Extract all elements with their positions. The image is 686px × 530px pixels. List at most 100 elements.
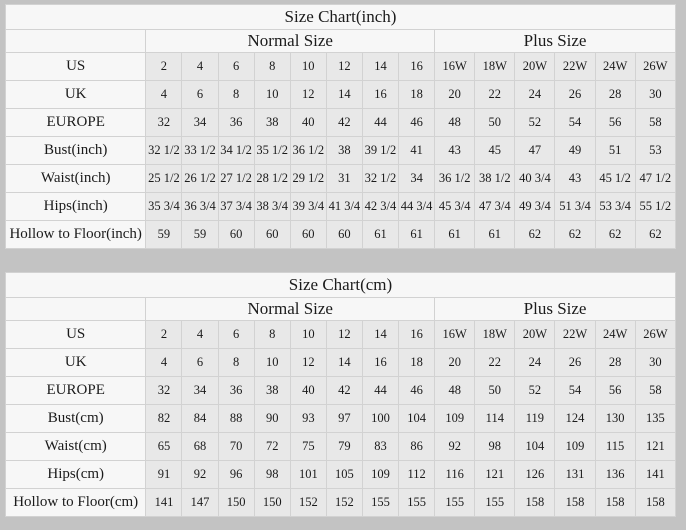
row-label: US <box>4 52 147 81</box>
size-value-cell: 58 <box>634 108 677 137</box>
size-value-cell: 2 <box>145 320 183 349</box>
size-value-cell: 155 <box>398 488 436 517</box>
size-value-cell: 97 <box>325 404 363 433</box>
size-value-cell: 24W <box>594 52 636 81</box>
size-value-cell: 50 <box>474 376 516 405</box>
size-value-cell: 44 3/4 <box>398 192 436 221</box>
size-value-cell: 40 <box>289 108 327 137</box>
size-value-cell: 109 <box>361 460 400 489</box>
size-value-cell: 22W <box>554 320 596 349</box>
size-value-cell: 158 <box>594 488 636 517</box>
size-value-cell: 41 <box>398 136 436 165</box>
size-value-cell: 72 <box>253 432 291 461</box>
plus-size-header: Plus Size <box>434 29 676 53</box>
size-value-cell: 43 <box>434 136 476 165</box>
size-value-cell: 62 <box>594 220 636 249</box>
size-value-cell: 114 <box>474 404 516 433</box>
row-label: Hollow to Floor(inch) <box>4 220 147 249</box>
size-value-cell: 10 <box>289 52 327 81</box>
size-value-cell: 141 <box>634 460 677 489</box>
row-label: Bust(inch) <box>4 136 147 165</box>
size-value-cell: 12 <box>325 52 363 81</box>
size-value-cell: 60 <box>289 220 327 249</box>
size-chart-cm-table: Size Chart(cm) Normal Size Plus Size US 2… <box>4 272 677 517</box>
size-value-cell: 158 <box>514 488 556 517</box>
size-value-cell: 38 <box>325 136 363 165</box>
size-value-cell: 98 <box>253 460 291 489</box>
size-value-cell: 10 <box>253 80 291 109</box>
size-value-cell: 20W <box>514 320 556 349</box>
size-value-cell: 36 1/2 <box>434 164 476 193</box>
size-value-cell: 16 <box>398 320 436 349</box>
size-value-cell: 4 <box>181 52 219 81</box>
size-value-cell: 48 <box>434 108 476 137</box>
size-value-cell: 36 1/2 <box>289 136 327 165</box>
size-value-cell: 121 <box>634 432 677 461</box>
row-label: Hips(inch) <box>4 192 147 221</box>
size-value-cell: 47 3/4 <box>474 192 516 221</box>
size-value-cell: 40 <box>289 376 327 405</box>
row-label: Hollow to Floor(cm) <box>4 488 147 517</box>
size-value-cell: 92 <box>181 460 219 489</box>
size-value-cell: 8 <box>253 320 291 349</box>
size-value-cell: 86 <box>398 432 436 461</box>
size-value-cell: 34 <box>181 376 219 405</box>
size-value-cell: 52 <box>514 376 556 405</box>
size-chart-cm-body: US 2 4 6 8 10 12 14 16 16W 18W 20W 22W 24W 26W UK 4 6 8 10 1… <box>4 320 677 517</box>
size-value-cell: 6 <box>181 80 219 109</box>
size-value-cell: 30 <box>634 348 677 377</box>
row-label: Waist(cm) <box>4 432 147 461</box>
size-value-cell: 39 1/2 <box>361 136 400 165</box>
size-value-cell: 52 <box>514 108 556 137</box>
size-value-cell: 34 <box>398 164 436 193</box>
size-value-cell: 44 <box>361 108 400 137</box>
row-label: UK <box>4 80 147 109</box>
size-value-cell: 16W <box>434 320 476 349</box>
size-value-cell: 51 3/4 <box>554 192 596 221</box>
size-value-cell: 47 1/2 <box>634 164 677 193</box>
size-value-cell: 54 <box>554 376 596 405</box>
size-value-cell: 4 <box>181 320 219 349</box>
table-row: Hollow to Floor(cm) 141 147 150 150 152 152 155… <box>4 488 677 517</box>
size-value-cell: 44 <box>361 376 400 405</box>
size-value-cell: 2 <box>145 52 183 81</box>
size-value-cell: 155 <box>434 488 476 517</box>
size-value-cell: 20 <box>434 348 476 377</box>
size-value-cell: 14 <box>325 348 363 377</box>
size-value-cell: 35 1/2 <box>253 136 291 165</box>
size-value-cell: 43 <box>554 164 596 193</box>
size-value-cell: 16 <box>361 348 400 377</box>
size-value-cell: 109 <box>554 432 596 461</box>
size-value-cell: 53 3/4 <box>594 192 636 221</box>
size-value-cell: 32 1/2 <box>361 164 400 193</box>
size-value-cell: 31 <box>325 164 363 193</box>
size-value-cell: 116 <box>434 460 476 489</box>
size-value-cell: 8 <box>217 348 255 377</box>
normal-size-header: Normal Size <box>145 297 436 321</box>
size-group-header-row: Normal Size Plus Size <box>4 29 676 53</box>
size-value-cell: 126 <box>514 460 556 489</box>
size-value-cell: 4 <box>145 348 183 377</box>
size-value-cell: 42 <box>325 108 363 137</box>
table-row: UK 4 6 8 10 12 14 16 18 20 22 24 26 28 30 <box>4 348 677 377</box>
size-value-cell: 24 <box>514 348 556 377</box>
row-label: Hips(cm) <box>4 460 147 489</box>
size-value-cell: 101 <box>289 460 327 489</box>
size-value-cell: 68 <box>181 432 219 461</box>
size-value-cell: 26 <box>554 348 596 377</box>
size-value-cell: 47 <box>514 136 556 165</box>
size-value-cell: 109 <box>434 404 476 433</box>
size-value-cell: 61 <box>474 220 516 249</box>
size-value-cell: 147 <box>181 488 219 517</box>
size-value-cell: 59 <box>181 220 219 249</box>
size-value-cell: 38 1/2 <box>474 164 516 193</box>
size-value-cell: 119 <box>514 404 556 433</box>
size-value-cell: 38 <box>253 108 291 137</box>
size-value-cell: 24W <box>594 320 636 349</box>
size-value-cell: 79 <box>325 432 363 461</box>
row-label: Bust(cm) <box>4 404 147 433</box>
size-value-cell: 152 <box>289 488 327 517</box>
size-value-cell: 112 <box>398 460 436 489</box>
size-value-cell: 38 <box>253 376 291 405</box>
size-value-cell: 36 3/4 <box>181 192 219 221</box>
